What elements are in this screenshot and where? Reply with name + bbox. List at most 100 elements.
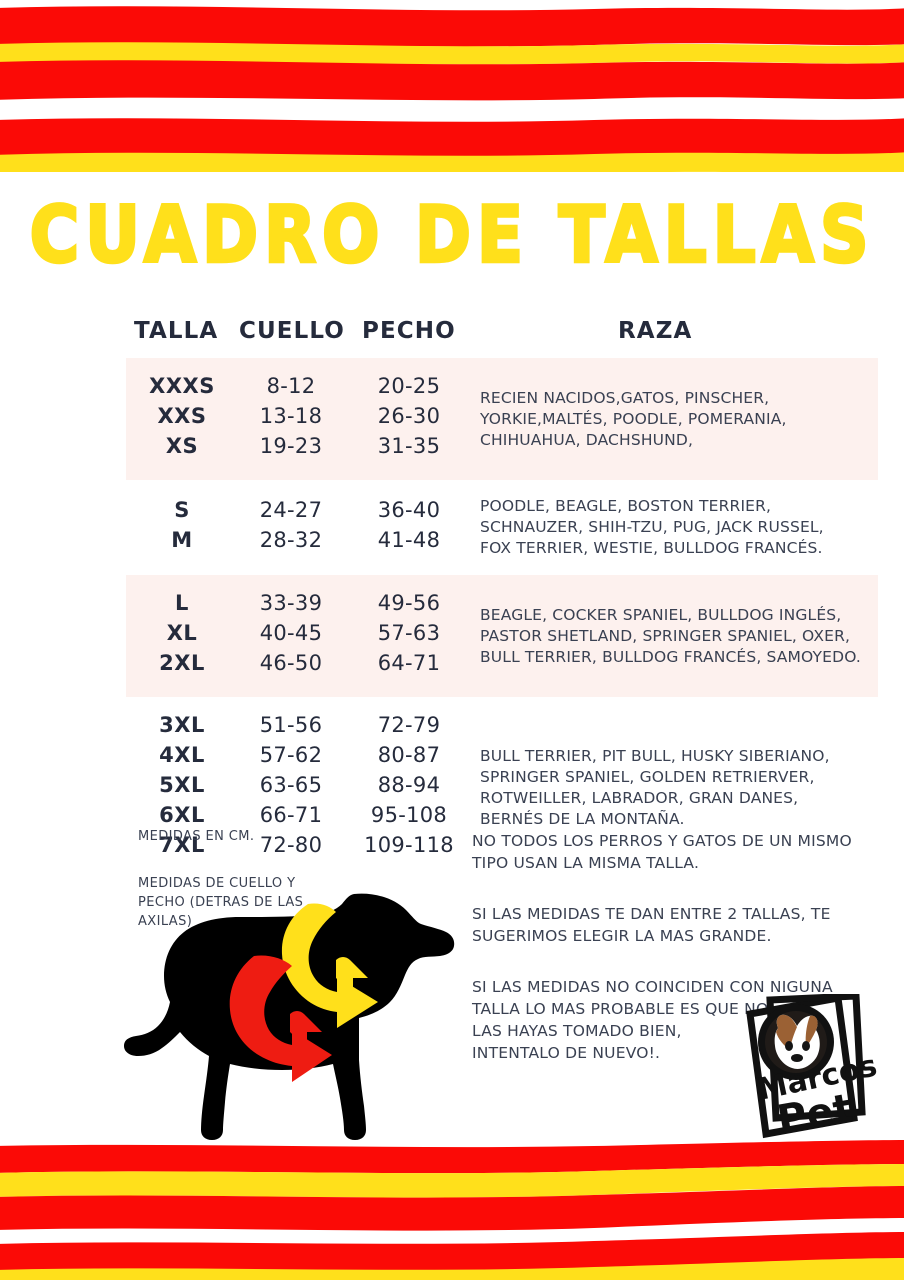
raza-line: BERNÉS DE LA MONTAÑA. (480, 810, 685, 828)
raza-line: BEAGLE, COCKER SPANIEL, BULLDOG INGLÉS, (480, 605, 842, 624)
logo-frame-icon (746, 994, 866, 1139)
column-header-pecho: PECHO (362, 318, 456, 344)
cell-cuello: 19-23 (259, 434, 323, 458)
table-row: 4XL 57-62 80-87 (132, 743, 472, 773)
size-columns: XXXS 8-12 20-25 XXS 13-18 26-30 XS 19-23 31-35 (126, 374, 472, 464)
decorative-stripes-bottom (0, 1140, 904, 1280)
raza-line: POODLE, BEAGLE, BOSTON TERRIER, (480, 497, 772, 515)
cell-pecho: 88-94 (377, 773, 441, 797)
neck-measurement-arrow (281, 903, 378, 1028)
table-row: 5XL 63-65 88-94 (132, 773, 472, 803)
cell-cuello: 24-27 (259, 497, 323, 522)
raza-line: RECIEN NACIDOS,GATOS, PINSCHER, (480, 388, 770, 407)
cell-pecho: 109-118 (364, 833, 454, 857)
cell-pecho: 31-35 (377, 434, 441, 458)
note-line: SUGERIMOS ELEGIR LA MAS GRANDE. (472, 927, 772, 945)
table-row: XXXS 8-12 20-25 (132, 374, 472, 404)
note-measure-location: MEDIDAS DE CUELLO Y PECHO (DETRAS DE LAS A… (138, 874, 348, 931)
cell-cuello: 33-39 (259, 591, 323, 615)
note-line: LAS HAYAS TOMADO BIEN, (472, 1022, 682, 1040)
cell-pecho: 95-108 (370, 803, 448, 827)
cell-pecho: 36-40 (377, 497, 441, 522)
cell-talla: XS (165, 434, 199, 458)
table-row: M 28-32 41-48 (132, 528, 472, 558)
cell-talla: 4XL (159, 743, 205, 767)
cell-pecho: 41-48 (377, 527, 441, 552)
size-group-band: S 24-27 36-40 M 28-32 41-48 POODLE, BEAGLE, BO… (126, 480, 878, 575)
raza-line: BULL TERRIER, BULLDOG FRANCÉS, SAMOYEDO. (480, 647, 862, 666)
cell-cuello: 57-62 (259, 743, 323, 767)
cell-cuello: 28-32 (259, 527, 323, 552)
dog-silhouette-icon (124, 893, 455, 1140)
cell-cuello: 72-80 (259, 833, 323, 857)
table-body: XXXS 8-12 20-25 XXS 13-18 26-30 XS 19-23 31-35 RE… (0, 358, 904, 879)
cell-raza: POODLE, BEAGLE, BOSTON TERRIER, SCHNAUZER… (472, 496, 878, 559)
note-line: TALLA LO MAS PROBABLE ES QUE NO (472, 1000, 769, 1018)
raza-line: SPRINGER SPANIEL, GOLDEN RETRIERVER, (480, 768, 815, 786)
table-row: 6XL 66-71 95-108 (132, 803, 472, 833)
size-columns: 3XL 51-56 72-79 4XL 57-62 80-87 5XL 63-65 88-94 6… (126, 713, 472, 863)
note-between-sizes: SI LAS MEDIDAS TE DAN ENTRE 2 TALLAS, TE… (472, 903, 831, 947)
cell-talla: XXS (157, 404, 207, 428)
table-row: 7XL 72-80 109-118 (132, 833, 472, 863)
cell-pecho: 49-56 (377, 591, 441, 615)
cell-cuello: 46-50 (259, 651, 323, 675)
cell-talla: 6XL (159, 803, 205, 827)
cell-raza: BEAGLE, COCKER SPANIEL, BULLDOG INGLÉS, P… (472, 605, 878, 668)
cell-talla: M (171, 527, 193, 552)
note-line: SI LAS MEDIDAS TE DAN ENTRE 2 TALLAS, TE (472, 905, 831, 923)
table-row: XS 19-23 31-35 (132, 434, 472, 464)
cell-pecho: 80-87 (377, 743, 441, 767)
cell-pecho: 57-63 (377, 621, 441, 645)
page-title-text: CUADRO DE TALLAS (28, 189, 875, 281)
note-line: INTENTALO DE NUEVO!. (472, 1044, 661, 1062)
table-header-row: TALLA CUELLO PECHO RAZA (126, 318, 878, 358)
note-units: MEDIDAS EN CM. (138, 829, 255, 844)
cell-talla: 2XL (159, 651, 205, 675)
cell-talla: XXXS (149, 374, 215, 398)
raza-line: PASTOR SHETLAND, SPRINGER SPANIEL, OXER, (480, 626, 851, 645)
cell-pecho: 64-71 (377, 651, 441, 675)
size-columns: S 24-27 36-40 M 28-32 41-48 (126, 498, 472, 558)
table-row: XL 40-45 57-63 (132, 621, 472, 651)
size-table: TALLA CUELLO PECHO RAZA XXXS 8-12 20-25 XXS… (0, 318, 904, 879)
cell-raza: BULL TERRIER, PIT BULL, HUSKY SIBERIANO,… (472, 746, 878, 830)
cell-cuello: 66-71 (259, 803, 323, 827)
raza-line: BULL TERRIER, PIT BULL, HUSKY SIBERIANO, (480, 747, 830, 765)
brand-logo: Marcos Pet (726, 994, 878, 1144)
table-row: 3XL 51-56 72-79 (132, 713, 472, 743)
cell-cuello: 8-12 (266, 374, 316, 398)
column-header-cuello: CUELLO (239, 318, 345, 344)
raza-line: ROTWEILLER, LABRADOR, GRAN DANES, (480, 789, 799, 807)
size-columns: L 33-39 49-56 XL 40-45 57-63 2XL 46-50 64-71 (126, 591, 472, 681)
logo-dog-photo (758, 1004, 834, 1080)
note-line: TIPO USAN LA MISMA TALLA. (472, 854, 700, 872)
note-line: AXILAS) (138, 914, 193, 929)
raza-line: CHIHUAHUA, DACHSHUND, (480, 430, 694, 449)
chest-measurement-arrow (229, 955, 332, 1082)
table-row: S 24-27 36-40 (132, 498, 472, 528)
cell-cuello: 51-56 (259, 713, 323, 737)
size-group-band: XXXS 8-12 20-25 XXS 13-18 26-30 XS 19-23 31-35 RE… (126, 358, 878, 480)
cell-cuello: 13-18 (259, 404, 323, 428)
page-title: CUADRO DE TALLAS (0, 192, 904, 278)
dog-measurement-diagram (78, 882, 458, 1154)
cell-pecho: 20-25 (377, 374, 441, 398)
cell-pecho: 72-79 (377, 713, 441, 737)
decorative-stripes-top (0, 0, 904, 172)
cell-talla: 7XL (159, 833, 205, 857)
column-header-raza: RAZA (618, 318, 693, 344)
table-row: L 33-39 49-56 (132, 591, 472, 621)
cell-cuello: 40-45 (259, 621, 323, 645)
cell-talla: 5XL (159, 773, 205, 797)
note-line: SI LAS MEDIDAS NO COINCIDEN CON NIGUNA (472, 978, 833, 996)
table-row: XXS 13-18 26-30 (132, 404, 472, 434)
raza-line: YORKIE,MALTÉS, POODLE, POMERANIA, (480, 409, 787, 428)
raza-line: FOX TERRIER, WESTIE, BULLDOG FRANCÉS. (480, 539, 823, 557)
cell-raza: RECIEN NACIDOS,GATOS, PINSCHER, YORKIE,MA… (472, 388, 878, 451)
cell-talla: 3XL (159, 713, 205, 737)
cell-talla: XL (166, 621, 198, 645)
cell-cuello: 63-65 (259, 773, 323, 797)
note-line: PECHO (DETRAS DE LAS (138, 895, 304, 910)
note-line: NO TODOS LOS PERROS Y GATOS DE UN MISMO (472, 832, 852, 850)
